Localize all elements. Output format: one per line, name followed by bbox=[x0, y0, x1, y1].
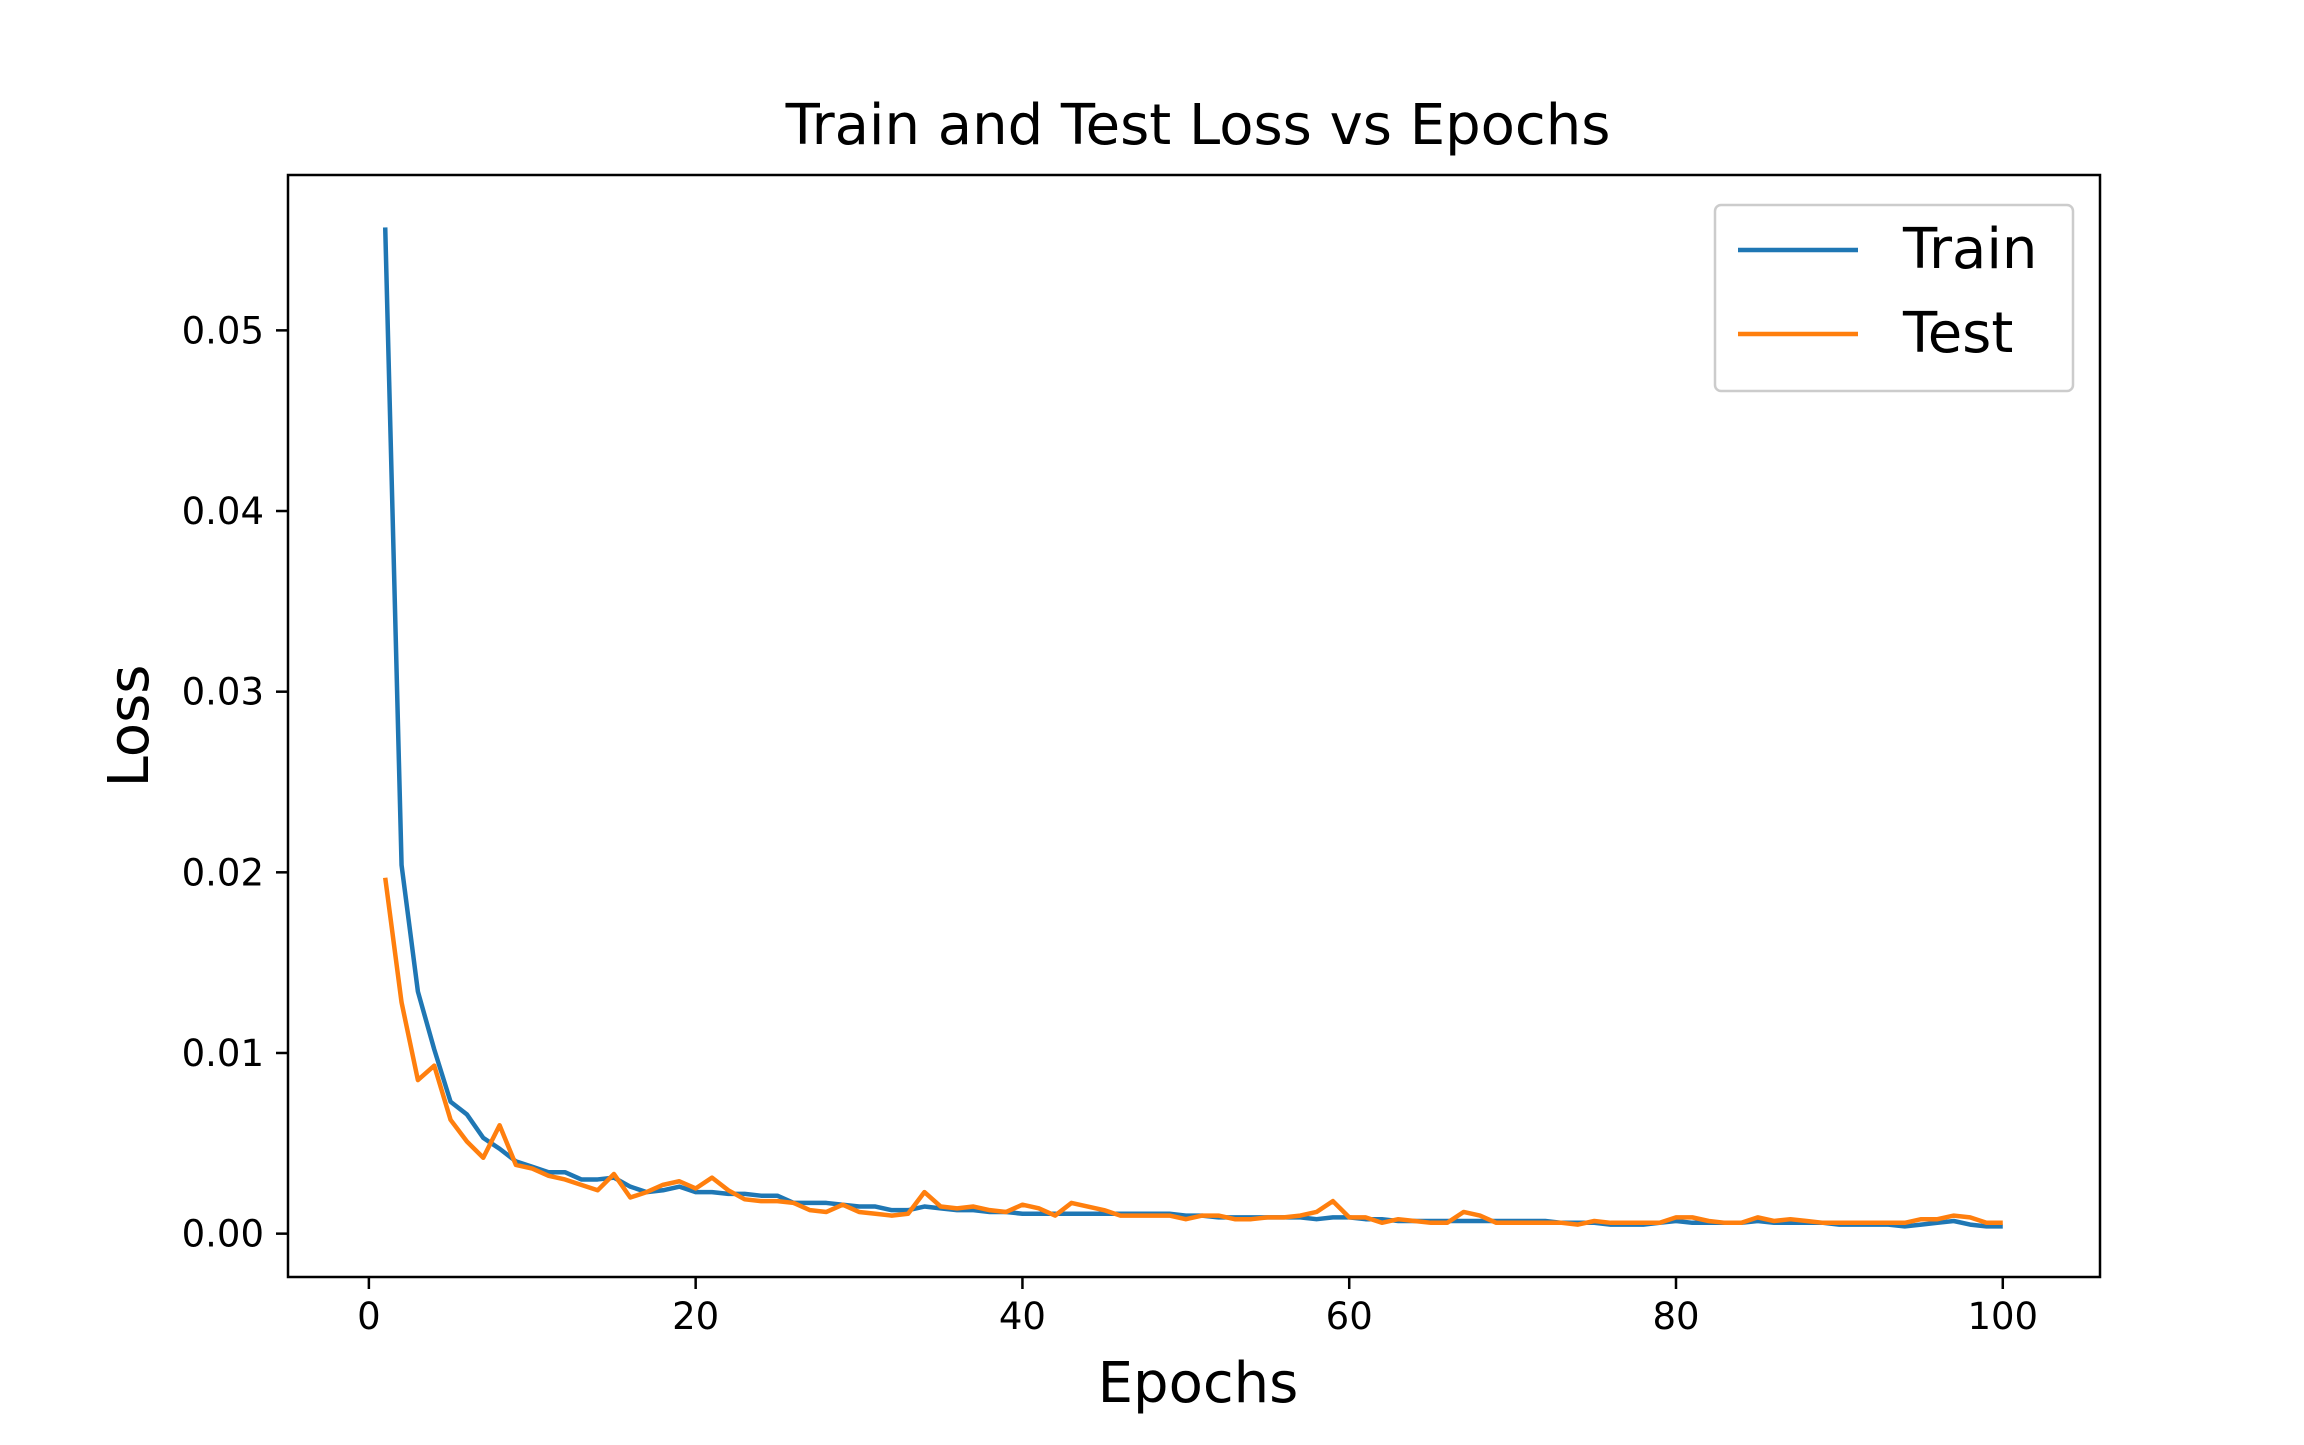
y-axis-label: Loss bbox=[97, 665, 162, 788]
y-tick-label: 0.01 bbox=[182, 1032, 264, 1075]
x-tick-label: 20 bbox=[672, 1295, 719, 1338]
legend-label-train: Train bbox=[1902, 217, 2037, 282]
y-tick-label: 0.03 bbox=[182, 671, 264, 714]
y-axis: 0.00 0.01 0.02 0.03 0.04 0.05 bbox=[182, 309, 288, 1256]
y-tick-label: 0.04 bbox=[182, 490, 264, 533]
y-tick-label: 0.02 bbox=[182, 851, 264, 894]
x-tick-label: 100 bbox=[1967, 1295, 2038, 1338]
series-line-test bbox=[382, 877, 2003, 1227]
x-tick-label: 40 bbox=[999, 1295, 1046, 1338]
x-axis: 0 20 40 60 80 100 bbox=[357, 1277, 2038, 1338]
x-axis-label: Epochs bbox=[1098, 1351, 1299, 1416]
y-tick-label: 0.05 bbox=[182, 309, 264, 352]
legend-label-test: Test bbox=[1902, 301, 2013, 366]
x-tick-label: 0 bbox=[357, 1295, 381, 1338]
legend: Train Test bbox=[1713, 203, 2075, 393]
axes-frame bbox=[286, 173, 2102, 1279]
x-tick-label: 60 bbox=[1326, 1295, 1373, 1338]
x-tick-label: 80 bbox=[1652, 1295, 1699, 1338]
chart-title: Train and Test Loss vs Epochs bbox=[785, 93, 1611, 158]
y-tick-label: 0.00 bbox=[182, 1213, 264, 1256]
plot-area bbox=[382, 227, 2003, 1229]
